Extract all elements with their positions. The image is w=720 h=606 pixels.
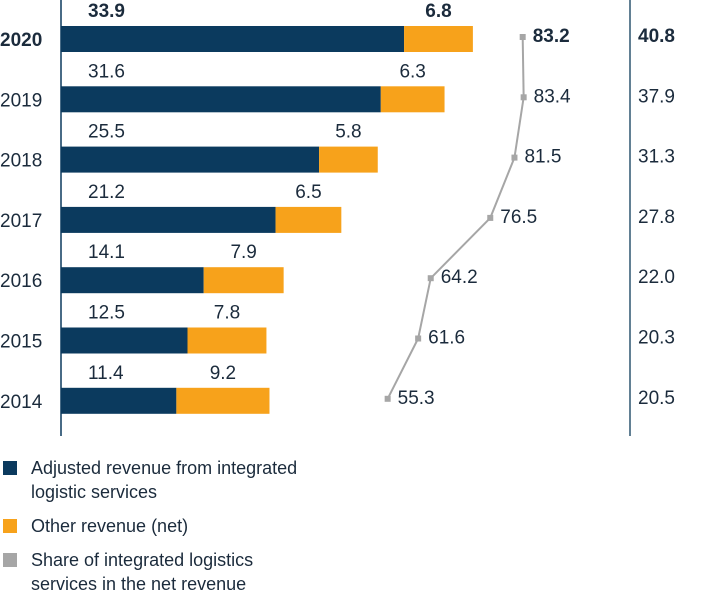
- total-label: 37.9: [638, 86, 675, 107]
- bar-segment: [203, 267, 284, 294]
- share-label: 76.5: [500, 207, 537, 228]
- value-label: 11.4: [88, 363, 124, 384]
- share-marker: [427, 275, 434, 282]
- value-label: 7.9: [230, 242, 256, 263]
- bar-segment: [275, 206, 342, 233]
- total-label: 31.3: [638, 147, 675, 168]
- value-label: 21.2: [88, 182, 125, 203]
- bar-segment: [61, 267, 204, 294]
- value-label: 5.8: [335, 122, 361, 143]
- share-label: 83.2: [533, 26, 570, 47]
- share-marker: [487, 214, 494, 221]
- category-label: 2014: [0, 392, 43, 413]
- legend-swatch: [3, 553, 17, 567]
- share-label: 81.5: [524, 147, 561, 168]
- bar-segment: [61, 86, 381, 113]
- legend: Adjusted revenue from integrated logisti…: [0, 456, 720, 606]
- legend-label: Share of integrated logistics services i…: [31, 550, 254, 594]
- bar-segment: [61, 26, 405, 52]
- bar-segment: [61, 206, 276, 233]
- legend-label: Other revenue (net): [31, 516, 189, 536]
- value-label: 14.1: [88, 242, 125, 263]
- total-label: 20.5: [638, 388, 675, 409]
- category-label: 2016: [0, 271, 42, 292]
- bar-segment: [404, 26, 473, 52]
- legend-item: Adjusted revenue from integrated logisti…: [0, 456, 720, 504]
- value-label: 6.8: [425, 1, 451, 22]
- total-label: 27.8: [638, 207, 675, 228]
- category-label: 2018: [0, 151, 42, 172]
- legend-item: Other revenue (net): [0, 514, 720, 538]
- legend-label: Adjusted revenue from integrated logisti…: [31, 458, 298, 502]
- value-label: 31.6: [88, 61, 125, 82]
- total-label: 40.8: [638, 26, 675, 47]
- share-label: 64.2: [441, 267, 478, 288]
- category-label: 2019: [0, 90, 42, 111]
- bar-segment: [61, 387, 177, 414]
- chart: 2020 33.9 6.8 40.8 2019 31.6 6.3 37.9 2018 25.5 5.…: [0, 0, 675, 436]
- bar-segment: [187, 327, 267, 354]
- bar-segment: [176, 387, 270, 414]
- value-label: 25.5: [88, 122, 125, 143]
- share-marker: [415, 335, 422, 342]
- share-label: 83.4: [534, 86, 571, 107]
- value-label: 12.5: [88, 303, 125, 324]
- category-label: 2020: [0, 30, 42, 51]
- value-label: 7.8: [214, 303, 240, 324]
- share-marker: [384, 395, 391, 402]
- legend-swatch: [3, 519, 17, 533]
- share-marker: [511, 154, 518, 161]
- total-label: 20.3: [638, 328, 675, 349]
- value-label: 9.2: [210, 363, 236, 384]
- legend-swatch: [3, 461, 17, 475]
- category-label: 2017: [0, 211, 42, 232]
- legend-item: Share of integrated logistics services i…: [0, 548, 720, 596]
- bar-segment: [61, 327, 188, 354]
- value-label: 6.5: [295, 182, 321, 203]
- bar-segment: [61, 146, 320, 173]
- category-label: 2015: [0, 332, 42, 353]
- bar-segment: [380, 86, 445, 113]
- total-label: 22.0: [638, 267, 675, 288]
- value-label: 6.3: [399, 61, 425, 82]
- share-label: 61.6: [428, 328, 465, 349]
- share-marker: [519, 34, 526, 40]
- share-marker: [520, 94, 527, 101]
- value-label: 33.9: [88, 1, 125, 22]
- share-label: 55.3: [398, 388, 435, 409]
- bar-segment: [319, 146, 378, 173]
